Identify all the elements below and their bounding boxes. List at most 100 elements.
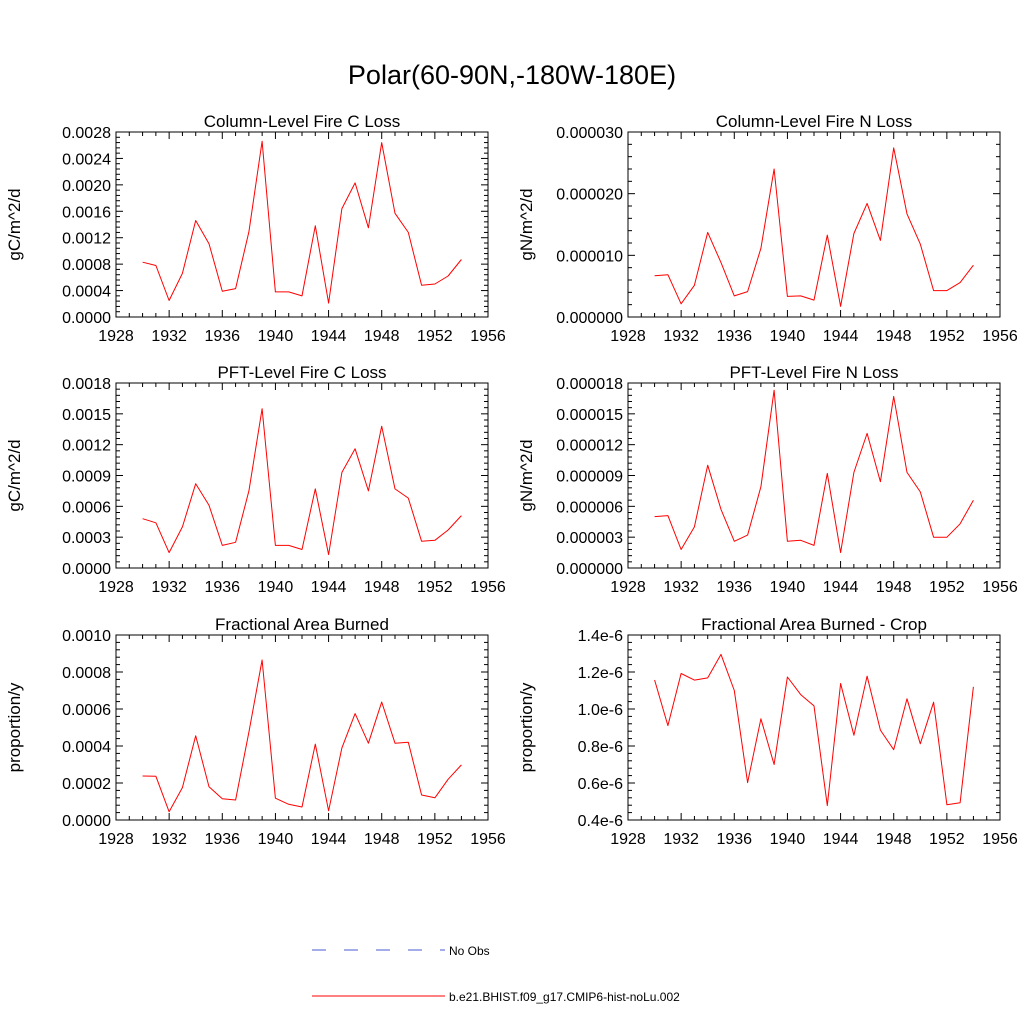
x-tick-label: 1936 [204,328,240,345]
x-tick-label: 1940 [258,831,294,848]
x-tick-label: 1932 [151,579,187,596]
x-tick-label: 1948 [364,328,400,345]
x-tick-label: 1936 [716,579,752,596]
y-tick-label: 0.4e-6 [578,813,623,830]
legend-model-label: b.e21.BHIST.f09_g17.CMIP6-hist-noLu.002 [449,990,680,1004]
legend: No Obs b.e21.BHIST.f09_g17.CMIP6-hist-no… [312,944,680,1004]
y-tick-label: 0.0002 [62,776,111,793]
y-axis-label: proportion/y [517,682,536,772]
x-tick-label: 1928 [610,328,646,345]
x-tick-label: 1928 [610,831,646,848]
y-tick-label: 0.0006 [62,499,111,516]
y-tick-label: 0.000018 [556,376,623,393]
series-line [654,389,974,554]
y-tick-label: 0.0028 [62,125,111,142]
legend-no-obs-label: No Obs [449,944,490,958]
figure-title: Polar(60-90N,-180W-180E) [348,60,676,90]
x-tick-label: 1952 [417,831,453,848]
chart-panel-5: Fractional Area Burned proportion/y 1928 19… [5,615,506,848]
x-tick-label: 1936 [716,328,752,345]
y-tick-label: 0.0012 [62,438,111,455]
x-tick-label: 1956 [982,328,1018,345]
y-tick-label: 0.000010 [556,248,623,265]
x-tick-label: 1940 [258,579,294,596]
series-line [654,653,974,807]
series-line [654,147,974,307]
x-tick-label: 1940 [770,831,806,848]
x-tick-label: 1936 [716,831,752,848]
y-tick-label: 0.000012 [556,438,623,455]
x-tick-label: 1956 [470,579,506,596]
y-tick-label: 0.0004 [62,284,111,301]
chart-panel-4: PFT-Level Fire N Loss gN/m^2/d 1928 1932 193… [517,363,1018,596]
x-tick-label: 1928 [98,328,134,345]
y-tick-label: 0.000015 [556,407,623,424]
y-tick-label: 0.0012 [62,231,111,248]
x-tick-label: 1940 [770,579,806,596]
y-axis-label: gC/m^2/d [5,439,24,511]
x-tick-label: 1944 [311,579,347,596]
y-tick-label: 0.0003 [62,530,111,547]
x-tick-label: 1928 [610,579,646,596]
y-tick-label: 0.000030 [556,125,623,142]
x-tick-label: 1936 [204,579,240,596]
y-tick-label: 0.000020 [556,187,623,204]
y-tick-label: 0.0024 [62,151,111,168]
y-axis-label: gC/m^2/d [5,188,24,260]
series-line [142,659,462,813]
chart-title: Column-Level Fire C Loss [204,112,401,131]
y-tick-label: 0.0020 [62,178,111,195]
x-tick-label: 1936 [204,831,240,848]
y-axis-label: gN/m^2/d [517,188,536,260]
x-tick-label: 1956 [982,831,1018,848]
chart-title: PFT-Level Fire C Loss [217,363,386,382]
y-tick-label: 0.0008 [62,665,111,682]
x-tick-label: 1932 [663,328,699,345]
x-tick-label: 1944 [823,579,859,596]
y-tick-label: 0.0000 [62,813,111,830]
series-line [142,408,462,556]
y-tick-label: 1.0e-6 [578,702,623,719]
y-tick-label: 0.000009 [556,469,623,486]
y-axis-label: proportion/y [5,682,24,772]
x-tick-label: 1948 [876,831,912,848]
series-line [142,140,462,304]
chart-title: PFT-Level Fire N Loss [729,363,898,382]
y-tick-label: 0.0016 [62,204,111,221]
x-tick-label: 1956 [470,831,506,848]
x-tick-label: 1952 [417,579,453,596]
x-tick-label: 1928 [98,579,134,596]
y-tick-label: 1.4e-6 [578,628,623,645]
x-tick-label: 1932 [151,831,187,848]
y-tick-label: 0.000000 [556,561,623,578]
x-tick-label: 1956 [470,328,506,345]
x-tick-label: 1952 [417,328,453,345]
chart-panels: Column-Level Fire C Loss gC/m^2/d 1928 1932… [5,112,1018,848]
y-tick-label: 0.0015 [62,407,111,424]
x-tick-label: 1932 [663,579,699,596]
x-tick-label: 1944 [311,831,347,848]
x-tick-label: 1952 [929,831,965,848]
x-tick-label: 1940 [258,328,294,345]
x-tick-label: 1952 [929,579,965,596]
y-tick-label: 0.0004 [62,739,111,756]
y-tick-label: 0.0010 [62,628,111,645]
y-tick-label: 0.0000 [62,561,111,578]
x-tick-label: 1932 [151,328,187,345]
x-tick-label: 1948 [364,579,400,596]
y-tick-label: 1.2e-6 [578,665,623,682]
y-tick-label: 0.0008 [62,257,111,274]
x-tick-label: 1948 [364,831,400,848]
y-tick-label: 0.0000 [62,310,111,327]
chart-panel-2: Column-Level Fire N Loss gN/m^2/d 1928 1932… [517,112,1018,345]
x-tick-label: 1940 [770,328,806,345]
x-tick-label: 1948 [876,328,912,345]
y-axis-label: gN/m^2/d [517,439,536,511]
y-tick-label: 0.0006 [62,702,111,719]
y-tick-label: 0.8e-6 [578,739,623,756]
x-tick-label: 1956 [982,579,1018,596]
y-tick-label: 0.000003 [556,530,623,547]
chart-panel-1: Column-Level Fire C Loss gC/m^2/d 1928 1932… [5,112,506,345]
